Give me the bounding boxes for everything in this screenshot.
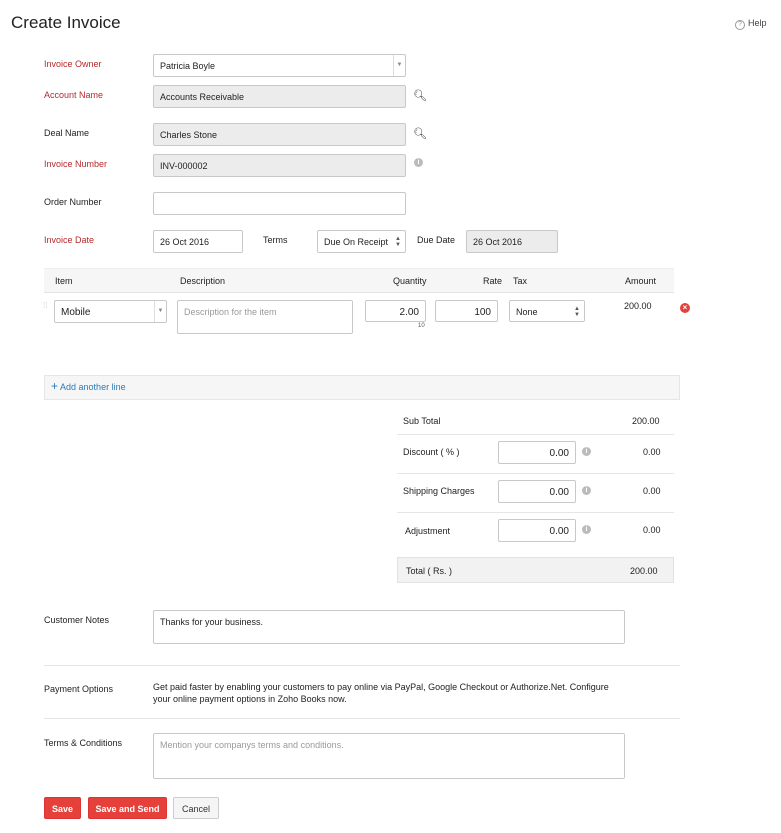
info-icon: i xyxy=(414,158,423,167)
shipping-label: Shipping Charges xyxy=(403,486,475,496)
terms-select[interactable]: Due On Receipt ▲ ▼ xyxy=(317,230,406,253)
invoice-date-input[interactable]: 26 Oct 2016 xyxy=(153,230,243,253)
order-number-label: Order Number xyxy=(44,197,102,207)
invoice-number-label: Invoice Number xyxy=(44,159,108,169)
quantity-input[interactable]: 2.00 xyxy=(365,300,426,322)
account-name-label: Account Name xyxy=(44,90,104,100)
sort-arrows-icon: ▲ ▼ xyxy=(574,306,580,318)
terms-conditions-textarea[interactable]: Mention your companys terms and conditio… xyxy=(153,733,625,779)
add-another-line-button[interactable]: + Add another line xyxy=(44,375,680,400)
customer-notes-label: Customer Notes xyxy=(44,615,110,625)
plus-icon: + xyxy=(51,379,59,393)
column-header-tax: Tax xyxy=(513,276,528,286)
due-date-label: Due Date xyxy=(417,235,456,245)
invoice-date-label: Invoice Date xyxy=(44,235,95,245)
chevron-down-icon: ▼ xyxy=(393,55,405,76)
total-row: Total ( Rs. ) 200.00 xyxy=(397,557,674,583)
discount-value: 0.00 xyxy=(643,447,661,457)
column-header-quantity: Quantity xyxy=(393,276,427,286)
due-date-field[interactable]: 26 Oct 2016 xyxy=(466,230,558,253)
info-icon: i xyxy=(582,486,591,495)
sub-total-label: Sub Total xyxy=(403,416,441,426)
column-header-rate: Rate xyxy=(483,276,503,286)
discount-label: Discount ( % ) xyxy=(403,447,460,457)
adjustment-input[interactable]: 0.00 xyxy=(498,519,576,542)
help-link[interactable]: ? Help xyxy=(735,18,767,30)
amount-value: 200.00 xyxy=(624,301,652,311)
total-label: Total ( Rs. ) xyxy=(406,566,453,576)
tax-select[interactable]: None ▲ ▼ xyxy=(509,300,585,322)
total-value: 200.00 xyxy=(630,566,658,576)
deal-name-field[interactable]: Charles Stone xyxy=(153,123,406,146)
description-textarea[interactable]: Description for the item xyxy=(177,300,353,334)
adjustment-label: Adjustment xyxy=(405,526,451,536)
search-icon[interactable]: 🔍︎ xyxy=(413,90,427,102)
customer-notes-textarea[interactable]: Thanks for your business. xyxy=(153,610,625,644)
search-icon[interactable]: 🔍︎ xyxy=(413,128,427,140)
adjustment-value: 0.00 xyxy=(643,525,661,535)
items-table-header: Item Description Quantity Rate Tax Amoun… xyxy=(44,268,674,293)
payment-options-text: Get paid faster by enabling your custome… xyxy=(153,682,609,704)
payment-options-label: Payment Options xyxy=(44,684,114,694)
column-header-item: Item xyxy=(55,276,73,286)
sub-total-value: 200.00 xyxy=(632,416,660,426)
terms-label: Terms xyxy=(263,235,288,245)
account-name-field[interactable]: Accounts Receivable xyxy=(153,85,406,108)
discount-input[interactable]: 0.00 xyxy=(498,441,576,464)
save-button[interactable]: Save xyxy=(44,797,81,819)
drag-handle-icon[interactable]: ⁞⁞ xyxy=(43,301,48,310)
deal-name-label: Deal Name xyxy=(44,128,90,138)
remove-row-icon[interactable]: × xyxy=(680,303,690,313)
cancel-button[interactable]: Cancel xyxy=(173,797,219,819)
shipping-input[interactable]: 0.00 xyxy=(498,480,576,503)
invoice-number-field[interactable]: INV-000002 xyxy=(153,154,406,177)
page-title: Create Invoice xyxy=(11,13,121,32)
chevron-down-icon: ▼ xyxy=(154,301,166,322)
invoice-owner-label: Invoice Owner xyxy=(44,59,102,69)
invoice-owner-select[interactable]: Patricia Boyle ▼ xyxy=(153,54,406,77)
order-number-input[interactable] xyxy=(153,192,406,215)
column-header-amount: Amount xyxy=(625,276,657,286)
rate-input[interactable]: 100 xyxy=(435,300,498,322)
sort-arrows-icon: ▲ ▼ xyxy=(395,236,401,248)
terms-conditions-label: Terms & Conditions xyxy=(44,738,123,748)
info-icon: i xyxy=(582,447,591,456)
item-select[interactable]: Mobile ▼ xyxy=(54,300,167,323)
column-header-description: Description xyxy=(180,276,226,286)
save-and-send-button[interactable]: Save and Send xyxy=(88,797,167,819)
help-icon: ? xyxy=(735,20,745,30)
info-icon: i xyxy=(582,525,591,534)
shipping-value: 0.00 xyxy=(643,486,661,496)
stock-count: 10 xyxy=(418,323,425,329)
